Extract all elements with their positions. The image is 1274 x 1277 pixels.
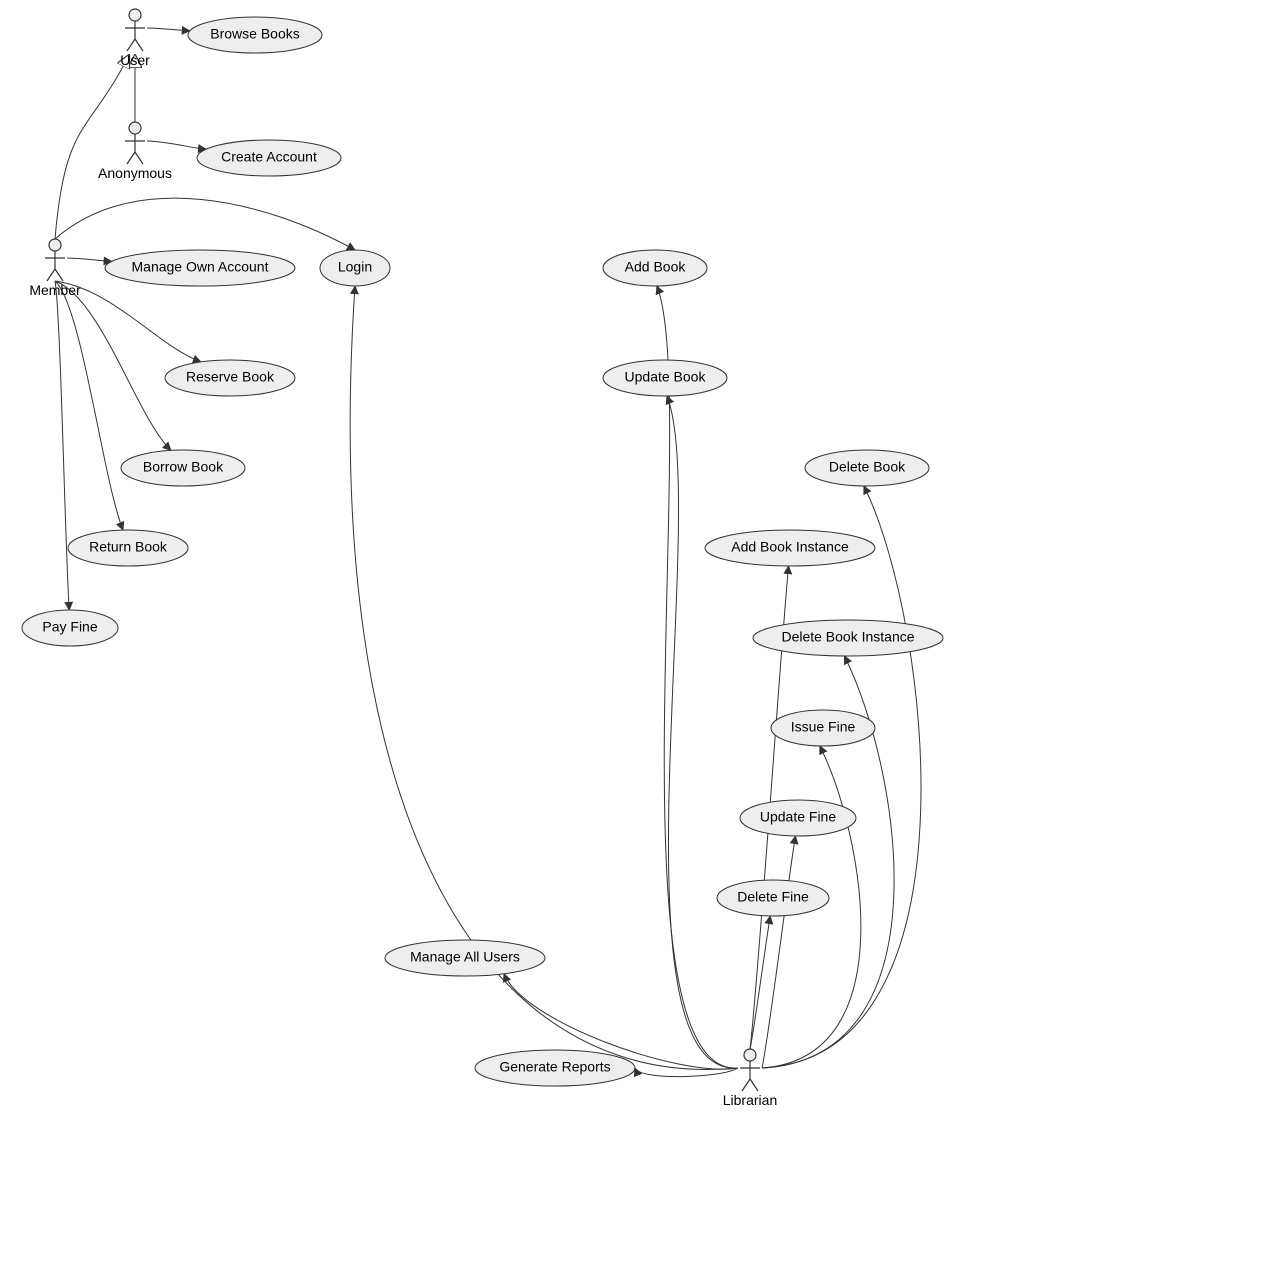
usecase-label: Update Fine — [760, 809, 836, 825]
edge-member-to-login — [55, 198, 355, 250]
usecase-add-book-instance: Add Book Instance — [705, 530, 875, 566]
usecase-delete-fine: Delete Fine — [717, 880, 829, 916]
usecase-label: Delete Fine — [737, 889, 809, 905]
usecase-label: Return Book — [89, 539, 168, 555]
usecase-label: Add Book — [625, 259, 687, 275]
usecase-label: Issue Fine — [791, 719, 856, 735]
usecase-browse-books: Browse Books — [188, 17, 322, 53]
usecase-return-book: Return Book — [68, 530, 188, 566]
usecase-login: Login — [320, 250, 390, 286]
usecase-delete-book-instance: Delete Book Instance — [753, 620, 943, 656]
usecase-diagram: Browse Books Create Account Manage Own Acc… — [0, 0, 1274, 1277]
edge-user-to-browse-books — [147, 28, 190, 31]
usecase-manage-own-account: Manage Own Account — [105, 250, 295, 286]
edge-librarian-to-update-book — [667, 396, 738, 1068]
usecase-pay-fine: Pay Fine — [22, 610, 118, 646]
actor-member: Member — [29, 239, 81, 298]
usecase-label: Add Book Instance — [731, 539, 849, 555]
usecase-manage-all-users: Manage All Users — [385, 940, 545, 976]
usecase-label: Manage All Users — [410, 949, 520, 965]
usecase-label: Delete Book Instance — [781, 629, 914, 645]
edge-anonymous-to-create-account — [147, 141, 206, 149]
usecase-generate-reports: Generate Reports — [475, 1050, 635, 1086]
usecase-label: Login — [338, 259, 372, 275]
actor-label: Librarian — [723, 1092, 777, 1108]
usecase-label: Update Book — [625, 369, 707, 385]
usecase-label: Pay Fine — [42, 619, 97, 635]
actor-librarian: Librarian — [723, 1049, 777, 1108]
usecase-label: Delete Book — [829, 459, 906, 475]
usecase-label: Manage Own Account — [132, 259, 269, 275]
usecase-label: Generate Reports — [499, 1059, 610, 1075]
edge-librarian-to-update-fine — [762, 836, 795, 1068]
actor-label: Anonymous — [98, 165, 172, 181]
usecase-delete-book: Delete Book — [805, 450, 929, 486]
edge-member-to-return-book — [55, 281, 123, 530]
usecase-label: Borrow Book — [143, 459, 224, 475]
usecase-label: Create Account — [221, 149, 317, 165]
edge-librarian-to-delete-book — [762, 486, 921, 1068]
usecase-update-book: Update Book — [603, 360, 727, 396]
edge-member-to-pay-fine — [55, 281, 69, 610]
actor-label: Member — [29, 282, 81, 298]
usecase-add-book: Add Book — [603, 250, 707, 286]
usecase-update-fine: Update Fine — [740, 800, 856, 836]
usecase-label: Reserve Book — [186, 369, 275, 385]
actor-label: User — [120, 52, 150, 68]
usecase-create-account: Create Account — [197, 140, 341, 176]
edge-member-to-borrow-book — [55, 281, 171, 450]
usecase-borrow-book: Borrow Book — [121, 450, 245, 486]
usecase-reserve-book: Reserve Book — [165, 360, 295, 396]
edge-member-to-manage-own-account — [67, 258, 112, 261]
usecase-label: Browse Books — [210, 26, 299, 42]
actor-anonymous: Anonymous — [98, 122, 172, 181]
usecase-issue-fine: Issue Fine — [771, 710, 875, 746]
actor-user: User — [120, 9, 150, 68]
generalization-member-to-user — [55, 55, 129, 239]
